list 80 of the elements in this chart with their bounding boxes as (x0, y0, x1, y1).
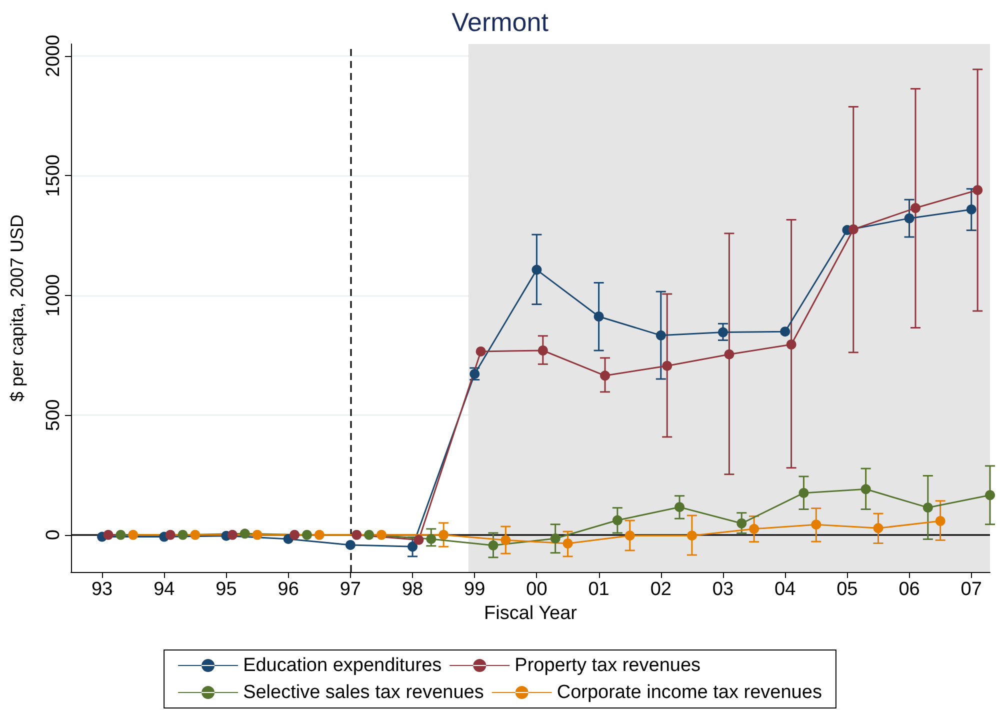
point (985, 490, 995, 500)
point (438, 530, 449, 540)
point (414, 534, 424, 545)
point (290, 530, 300, 540)
point (811, 520, 822, 530)
point (718, 327, 728, 338)
point (165, 530, 176, 540)
x-tick-label: 99 (464, 579, 486, 600)
y-tick-label: 500 (43, 399, 64, 432)
legend-label: Corporate income tax revenues (556, 682, 822, 703)
y-tick-label: 0 (43, 530, 64, 540)
point (562, 538, 573, 548)
point (408, 542, 418, 552)
point (780, 326, 790, 337)
point (302, 530, 312, 540)
point (656, 330, 666, 340)
point (798, 488, 809, 498)
legend-label: Selective sales tax revenues (243, 682, 484, 703)
point (935, 516, 946, 526)
x-tick-label: 98 (402, 579, 424, 600)
point (252, 530, 262, 540)
point (612, 515, 622, 526)
point (922, 502, 933, 513)
x-tick-label: 94 (154, 579, 176, 600)
point (966, 204, 976, 214)
point (594, 312, 604, 322)
point (314, 530, 324, 540)
x-tick-label: 00 (526, 579, 548, 600)
y-tick-label: 1000 (43, 274, 64, 317)
point (190, 530, 200, 540)
x-tick-label: 02 (650, 579, 672, 600)
point (724, 349, 734, 360)
chart-title: Vermont (452, 7, 550, 37)
x-tick-label: 07 (960, 579, 982, 600)
x-tick-label: 97 (340, 579, 361, 600)
x-axis-title: Fiscal Year (484, 602, 578, 624)
point (500, 535, 511, 546)
point (600, 370, 610, 381)
point (904, 213, 914, 224)
point (103, 530, 114, 540)
point (364, 530, 374, 540)
point (624, 530, 635, 541)
point (873, 523, 884, 534)
x-tick-label: 95 (216, 579, 237, 600)
point (532, 264, 542, 275)
x-tick-label: 96 (278, 579, 299, 600)
point (488, 540, 498, 550)
point (426, 534, 436, 544)
x-tick-label: 06 (898, 579, 920, 600)
y-axis-title: $ per capita, 2007 USD (7, 214, 27, 402)
point (128, 530, 138, 540)
point (227, 530, 238, 540)
point (686, 530, 697, 541)
point (352, 530, 362, 540)
x-tick-label: 04 (774, 579, 796, 600)
x-tick-label: 03 (712, 579, 734, 600)
point (376, 530, 386, 540)
point (345, 540, 356, 550)
point (848, 224, 858, 234)
point (538, 346, 548, 356)
point (476, 346, 486, 356)
y-tick-label: 1500 (43, 154, 64, 197)
legend-label: Education expenditures (243, 655, 442, 676)
point (972, 185, 983, 196)
x-tick-label: 93 (91, 579, 113, 600)
y-tick-label: 2000 (43, 34, 64, 78)
point (240, 528, 250, 539)
point (116, 530, 126, 540)
point (786, 340, 796, 350)
point (749, 524, 760, 534)
point (736, 518, 747, 528)
point (550, 533, 560, 544)
point (662, 360, 672, 371)
x-tick-label: 05 (836, 579, 858, 600)
x-tick-label: 01 (588, 579, 610, 600)
point (178, 530, 188, 540)
point (910, 203, 920, 214)
point (674, 502, 685, 512)
legend-label: Property tax revenues (514, 655, 701, 676)
point (860, 484, 871, 494)
